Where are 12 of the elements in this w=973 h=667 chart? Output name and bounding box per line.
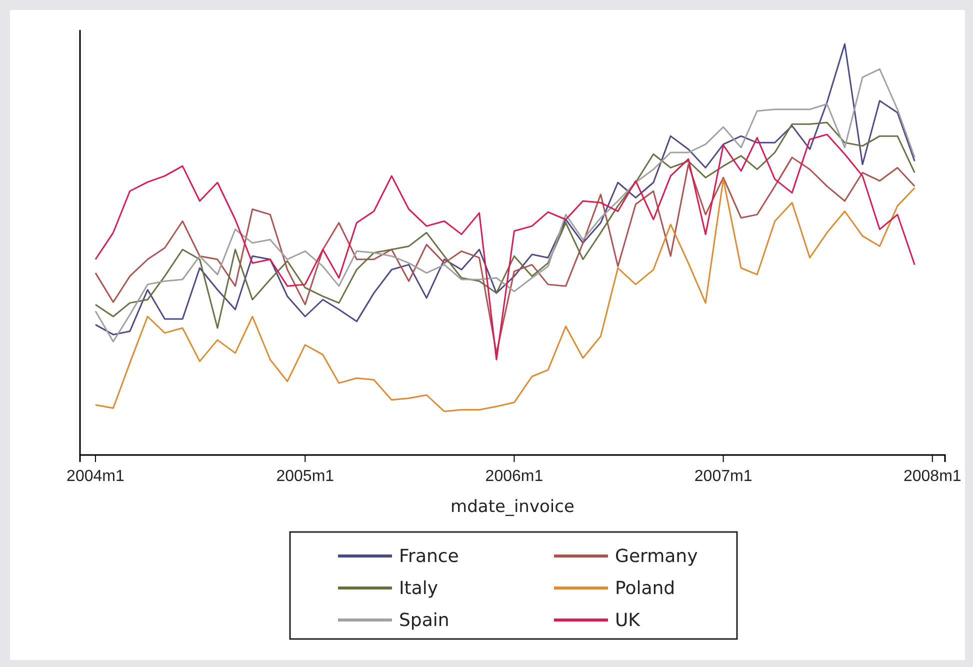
x-tick-label: 2006m1 <box>485 468 544 485</box>
legend-label: Spain <box>399 610 450 631</box>
x-tick-label: 2008m1 <box>903 468 962 485</box>
x-tick-label: 2005m1 <box>276 468 334 485</box>
legend-label: Germany <box>615 546 698 567</box>
x-tick-label: 2007m1 <box>694 468 752 485</box>
x-axis-title: mdate_invoice <box>450 497 574 517</box>
legend-label: Poland <box>615 578 676 599</box>
legend-label: UK <box>615 610 642 631</box>
legend-label: Italy <box>399 578 438 599</box>
x-tick-label: 2004m1 <box>66 468 124 485</box>
legend-label: France <box>399 546 459 567</box>
